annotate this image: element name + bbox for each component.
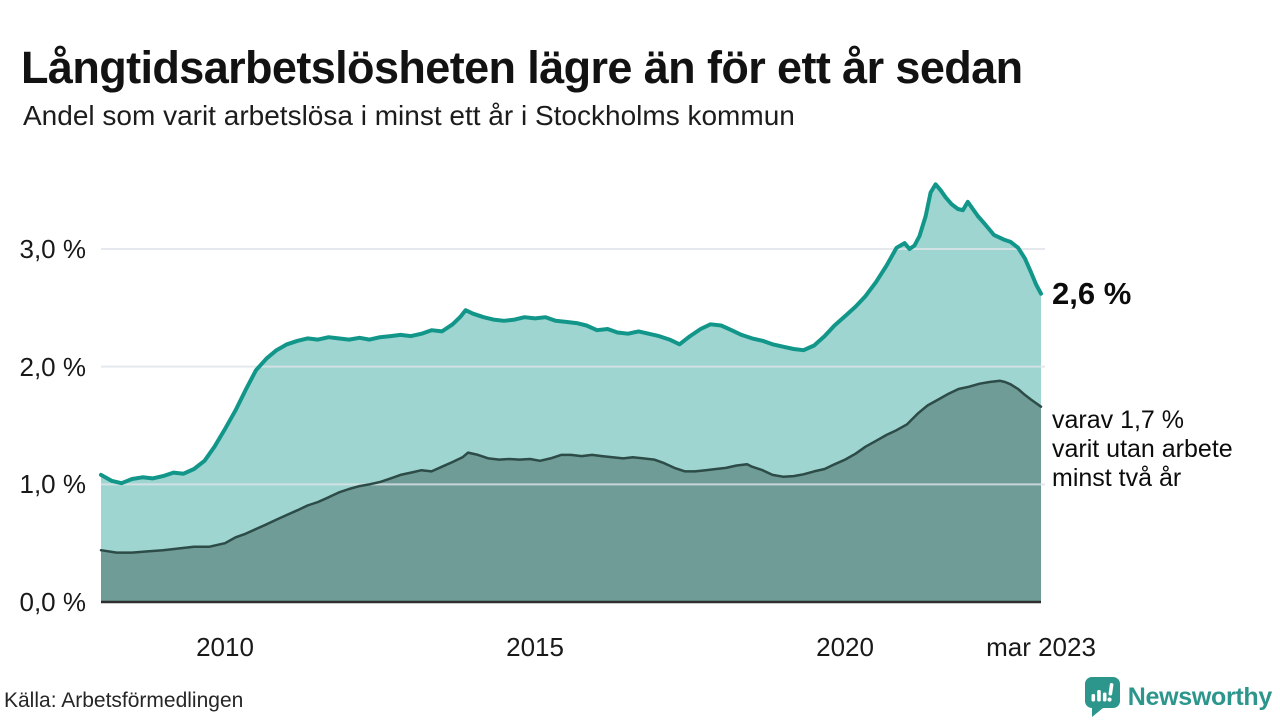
brand-logo: Newsworthy xyxy=(1083,676,1272,718)
series-line-0 xyxy=(99,182,1043,486)
secondary-line-1: varav 1,7 % xyxy=(1052,406,1185,434)
latest-value-label: 2,6 % xyxy=(1052,276,1132,311)
y-tick-label: 3,0 % xyxy=(19,233,87,264)
secondary-value-label: varav 1,7 % varit utan arbete minst två … xyxy=(1052,406,1233,493)
newsworthy-icon xyxy=(1084,677,1120,717)
secondary-line-2: varit utan arbete xyxy=(1052,435,1233,463)
series-area-1 xyxy=(101,380,1041,602)
page-subtitle: Andel som varit arbetslösa i minst ett å… xyxy=(23,100,795,131)
y-tick-label: 0,0 % xyxy=(19,587,87,617)
y-tick-label: 2,0 % xyxy=(19,351,87,382)
page-title: Långtidsarbetslösheten lägre än för ett … xyxy=(21,42,1023,94)
series-line-1 xyxy=(99,379,1043,554)
x-tick-label: mar 2023 xyxy=(986,632,1096,662)
y-tick-label: 1,0 % xyxy=(19,469,87,500)
secondary-line-3: minst två år xyxy=(1052,464,1182,492)
x-tick-label: 2020 xyxy=(816,632,874,662)
brand-name: Newsworthy xyxy=(1127,682,1273,711)
source-credit: Källa: Arbetsförmedlingen xyxy=(4,689,244,712)
x-tick-label: 2010 xyxy=(196,632,254,662)
x-tick-label: 2015 xyxy=(506,632,564,662)
